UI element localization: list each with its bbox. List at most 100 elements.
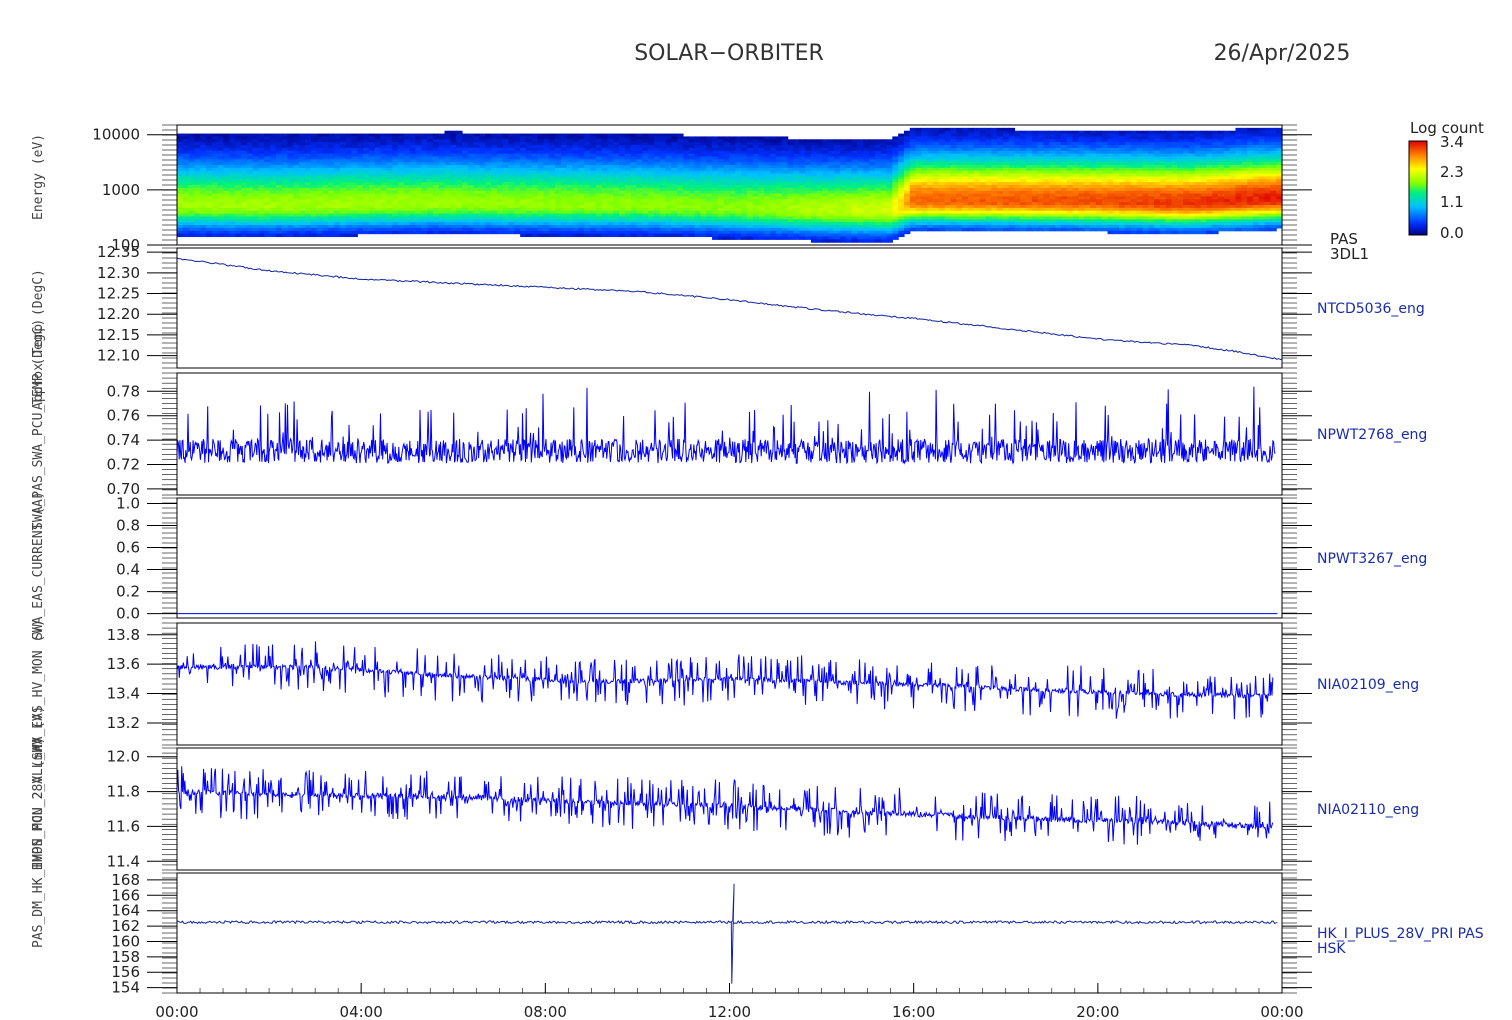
spectrogram-cell <box>799 167 806 172</box>
spectrogram-cell <box>962 167 969 172</box>
spectrogram-cell <box>217 147 225 152</box>
spectrogram-cell <box>915 142 923 146</box>
spectrogram-cell <box>409 199 417 203</box>
spectrogram-cell <box>182 222 190 226</box>
spectrogram-cell <box>828 210 835 215</box>
spectrogram-cell <box>229 219 236 223</box>
spectrogram-cell <box>967 182 975 186</box>
spectrogram-cell <box>729 139 736 143</box>
spectrogram-cell <box>264 196 271 200</box>
spectrogram-cell <box>537 190 544 195</box>
spectrogram-cell <box>746 199 754 203</box>
spectrogram-cell <box>502 139 510 143</box>
spectrogram-cell <box>770 165 777 169</box>
spectrogram-cell <box>368 159 376 163</box>
spectrogram-cell <box>217 185 225 189</box>
spectrogram-cell <box>787 153 795 158</box>
spectrogram-cell <box>432 193 440 198</box>
spectrogram-cell <box>502 210 510 215</box>
spectrogram-cell <box>874 147 882 152</box>
spectrogram-cell <box>735 199 742 203</box>
spectrogram-cell <box>299 173 306 178</box>
spectrogram-cell <box>200 196 207 200</box>
spectrogram-cell <box>880 196 888 200</box>
spectrogram-cell <box>933 185 940 189</box>
spectrogram-cell <box>357 142 364 146</box>
spectrogram-cell <box>950 187 957 192</box>
spectrogram-cell <box>956 147 963 152</box>
spectrogram-cell <box>211 133 219 138</box>
spectrogram-cell <box>182 176 190 180</box>
spectrogram-cell <box>892 153 899 158</box>
spectrogram-cell <box>572 187 579 192</box>
spectrogram-cell <box>438 147 446 152</box>
spectrogram-cell <box>921 150 928 155</box>
spectrogram-cell <box>723 145 731 149</box>
spectrogram-cell <box>712 153 719 158</box>
spectrogram-cell <box>409 162 417 166</box>
spectrogram-cell <box>194 190 201 195</box>
spectrogram-cell <box>392 182 399 186</box>
spectrogram-cell <box>787 173 795 178</box>
spectrogram-cell <box>409 230 417 235</box>
spectrogram-cell <box>316 170 323 175</box>
spectrogram-cell <box>415 162 422 166</box>
spectrogram-cell <box>572 227 579 232</box>
spectrogram-cell <box>898 176 905 180</box>
spectrogram-cell <box>485 153 492 158</box>
spectrogram-cell <box>840 193 847 198</box>
spectrogram-cell <box>549 222 556 226</box>
spectrogram-cell <box>566 219 574 223</box>
spectrogram-cell <box>805 233 812 238</box>
spectrogram-cell <box>206 179 213 183</box>
spectrogram-cell <box>630 230 638 235</box>
spectrogram-cell <box>473 165 481 169</box>
spectrogram-cell <box>921 193 928 198</box>
spectrogram-cell <box>432 170 440 175</box>
spectrogram-cell <box>915 170 923 175</box>
spectrogram-cell <box>316 142 323 146</box>
spectrogram-cell <box>898 167 905 172</box>
spectrogram-cell <box>589 150 597 155</box>
spectrogram-cell <box>444 176 451 180</box>
spectrogram-cell <box>316 196 323 200</box>
spectrogram-cell <box>374 182 382 186</box>
spectrogram-cell <box>392 133 399 138</box>
spectrogram-cell <box>892 236 899 240</box>
spectrogram-cell <box>328 142 335 146</box>
spectrogram-cell <box>531 156 539 160</box>
spectrogram-cell <box>258 230 265 235</box>
spectrogram-cell <box>264 213 271 218</box>
spectrogram-cell <box>735 173 742 178</box>
spectrogram-cell <box>566 153 574 158</box>
spectrogram-cell <box>642 193 649 198</box>
spectrogram-cell <box>595 162 603 166</box>
spectrogram-cell <box>665 147 672 152</box>
spectrogram-cell <box>927 159 934 163</box>
spectrogram-cell <box>700 219 707 223</box>
spectrogram-cell <box>938 222 946 226</box>
spectrogram-cell <box>502 147 510 152</box>
spectrogram-cell <box>793 227 800 232</box>
spectrogram-cell <box>944 190 952 195</box>
spectrogram-cell <box>543 156 550 160</box>
spectrogram-cell <box>491 193 498 198</box>
spectrogram-cell <box>537 213 544 218</box>
spectrogram-cell <box>857 213 864 218</box>
spectrogram-cell <box>555 159 562 163</box>
spectrogram-cell <box>962 130 969 135</box>
spectrogram-cell <box>909 127 917 132</box>
spectrogram-cell <box>223 182 230 186</box>
spectrogram-cell <box>211 187 219 192</box>
spectrogram-cell <box>700 159 707 163</box>
spectrogram-cell <box>729 222 736 226</box>
spectrogram-cell <box>962 196 969 200</box>
spectrogram-cell <box>496 147 504 152</box>
spectrogram-cell <box>293 230 300 235</box>
spectrogram-cell <box>398 145 405 149</box>
spectrogram-cell <box>915 173 923 178</box>
spectrogram-cell <box>531 196 539 200</box>
spectrogram-cell <box>200 213 207 218</box>
spectrogram-cell <box>363 153 370 158</box>
spectrogram-cell <box>427 133 434 138</box>
